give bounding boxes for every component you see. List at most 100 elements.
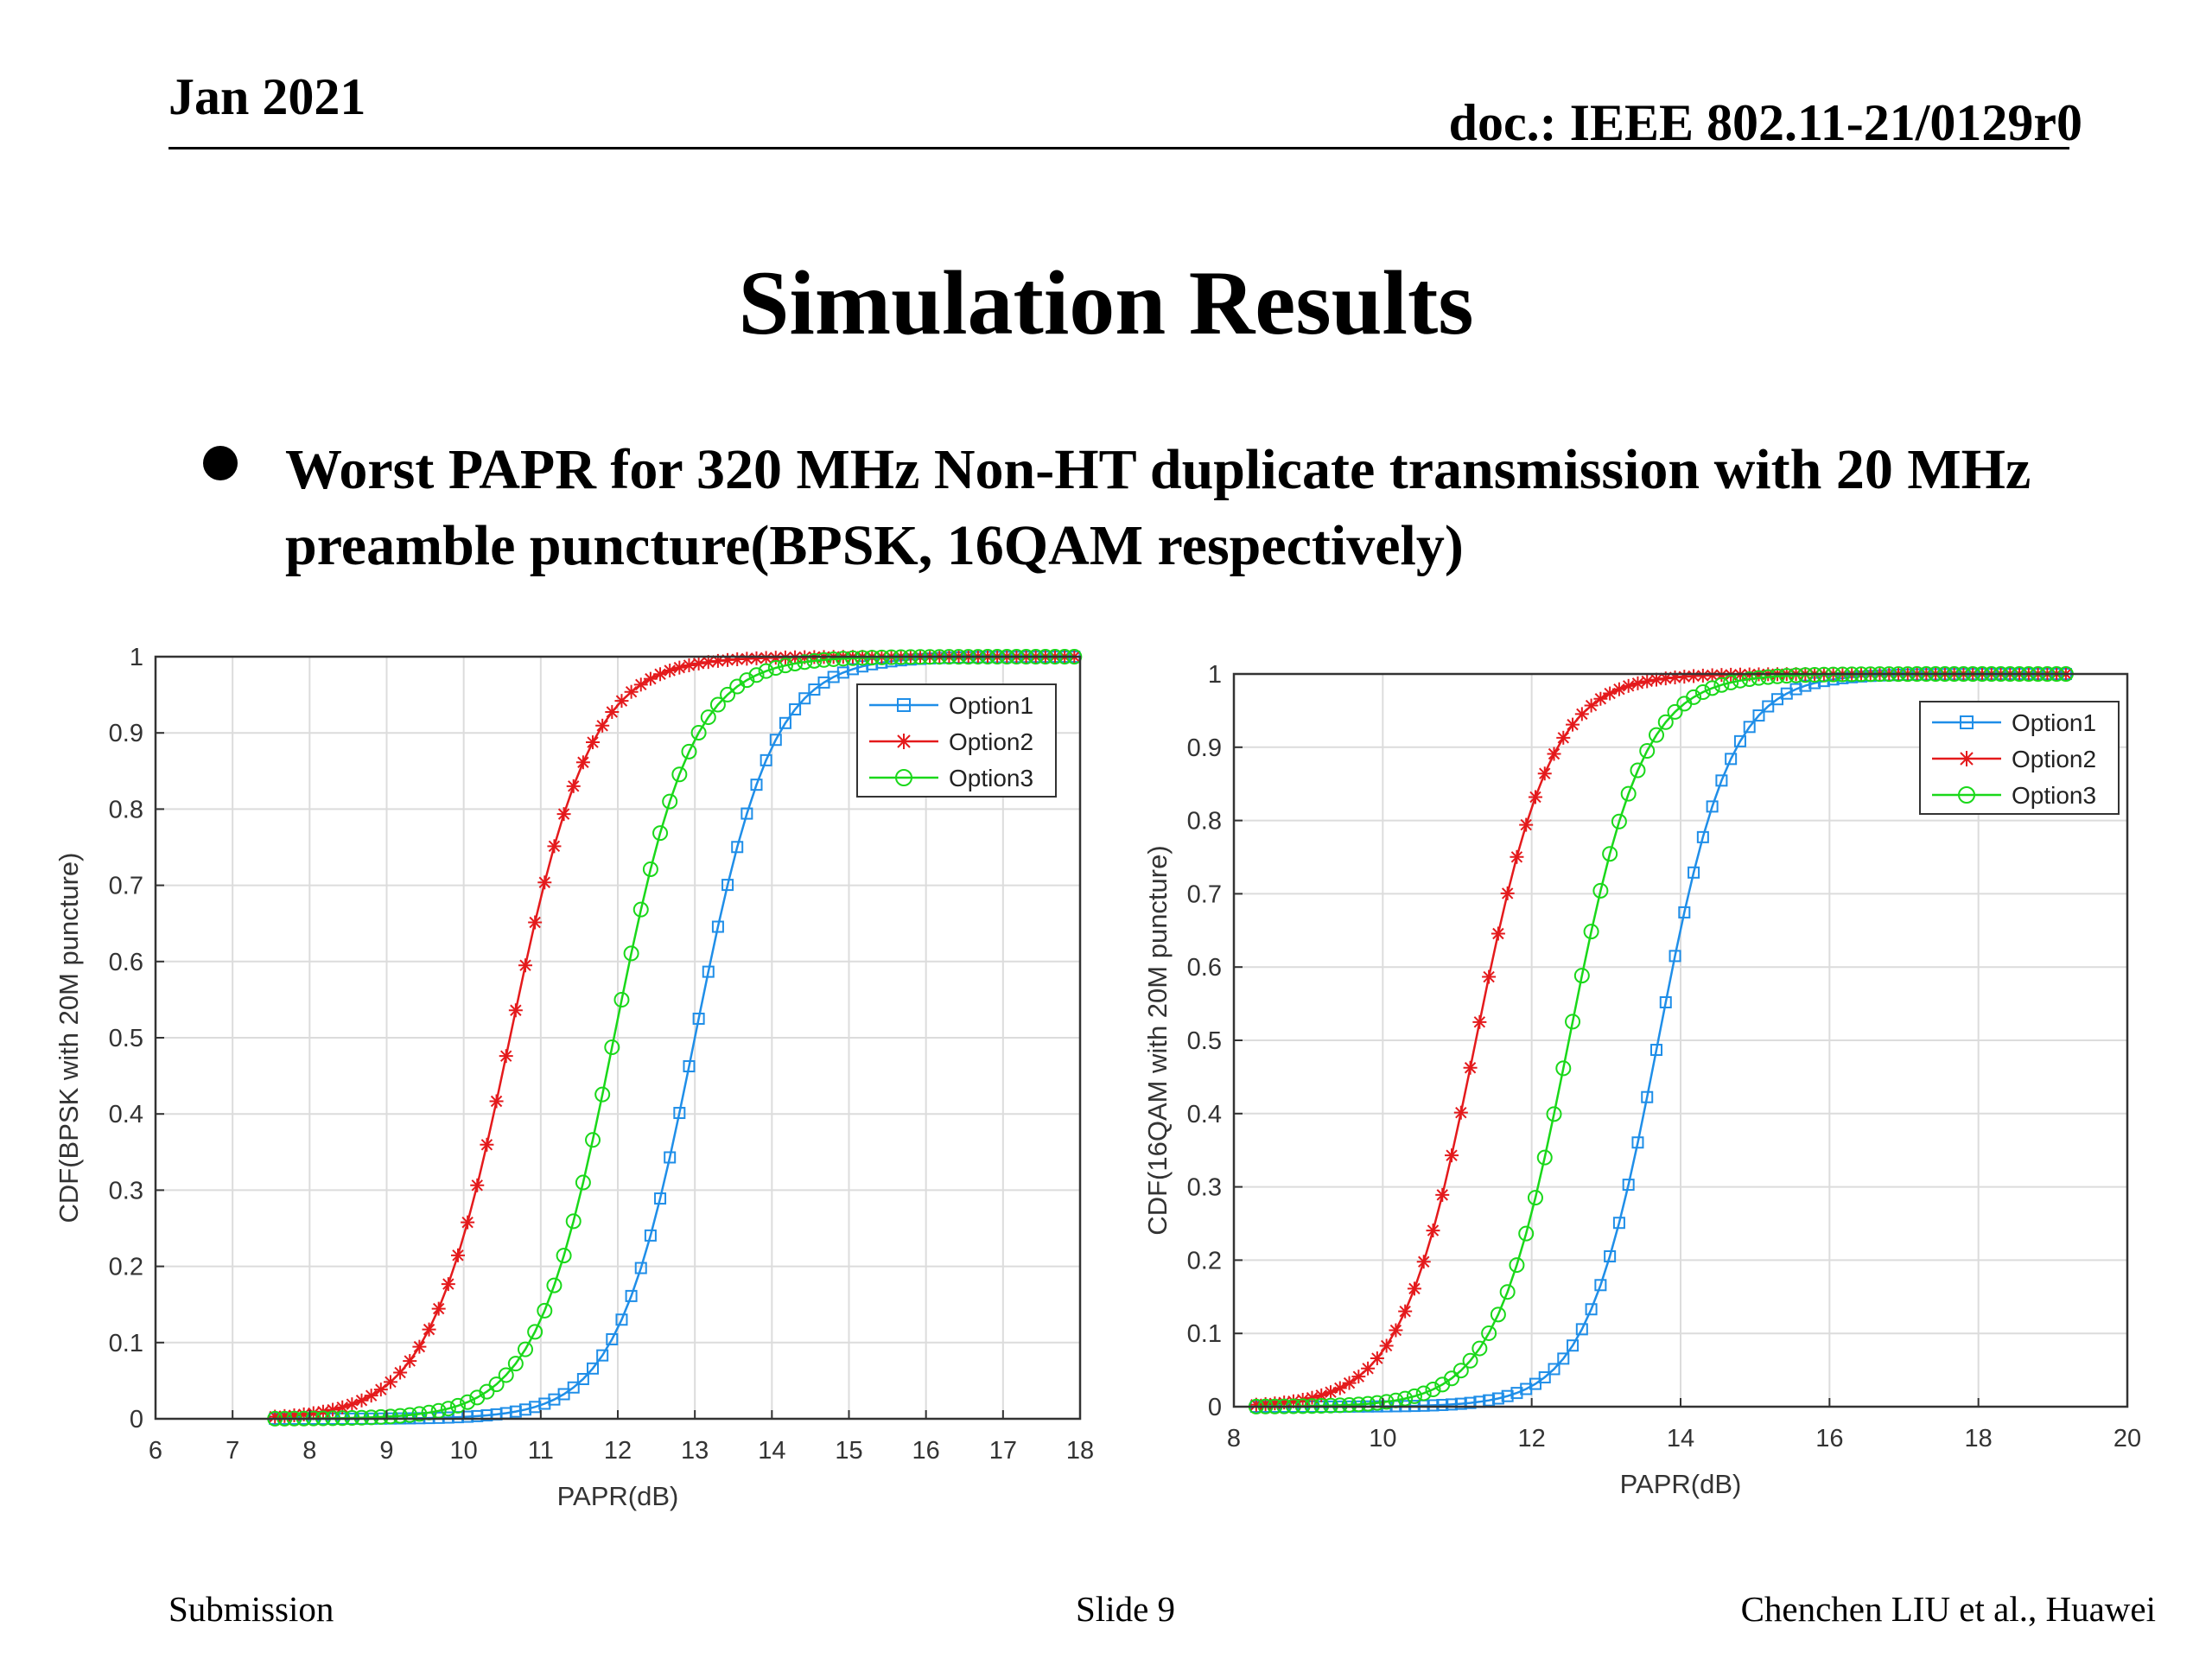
y-tick-label: 1 bbox=[130, 644, 143, 671]
data-point bbox=[1659, 995, 1672, 1008]
data-point bbox=[1751, 670, 1767, 686]
data-point bbox=[470, 1178, 485, 1192]
marker-stroke bbox=[1455, 1106, 1467, 1119]
footer-author: Chenchen LIU et al., Huawei bbox=[1740, 1589, 2156, 1629]
data-point bbox=[1657, 714, 1674, 730]
data-point bbox=[844, 650, 861, 666]
legend-marker bbox=[1960, 715, 1974, 729]
y-tick-label: 0.2 bbox=[109, 1254, 143, 1281]
marker-stroke bbox=[1501, 887, 1514, 899]
data-point bbox=[1537, 766, 1552, 781]
legend-item-option2: Option2 bbox=[869, 728, 1033, 755]
data-point bbox=[1649, 672, 1663, 687]
data-point bbox=[547, 839, 562, 854]
data-point bbox=[1360, 1395, 1376, 1412]
data-point bbox=[1669, 950, 1681, 963]
y-tick-label: 0.9 bbox=[109, 720, 143, 747]
y-tick-label: 0.5 bbox=[1187, 1027, 1222, 1055]
data-point bbox=[1592, 882, 1609, 899]
data-point bbox=[576, 1373, 589, 1386]
marker-stroke bbox=[897, 734, 911, 748]
legend-label: Option1 bbox=[949, 692, 1033, 719]
data-point bbox=[566, 779, 581, 793]
data-point bbox=[1770, 668, 1786, 684]
legend-marker bbox=[897, 698, 911, 712]
data-point bbox=[1641, 1090, 1654, 1103]
data-point bbox=[1667, 703, 1683, 720]
marker-stroke bbox=[355, 1395, 368, 1407]
marker-stroke bbox=[1641, 675, 1653, 688]
data-point bbox=[537, 1302, 553, 1319]
data-point bbox=[1621, 678, 1636, 693]
footer-slide-number: Slide 9 bbox=[1076, 1589, 1176, 1629]
data-point bbox=[382, 1408, 398, 1425]
data-point bbox=[383, 1375, 397, 1389]
data-point bbox=[403, 1354, 417, 1369]
data-point bbox=[825, 651, 842, 667]
data-point bbox=[643, 671, 658, 686]
y-tick-label: 0.2 bbox=[1187, 1247, 1222, 1274]
x-tick-label: 7 bbox=[226, 1437, 239, 1465]
x-tick-label: 16 bbox=[912, 1437, 940, 1465]
data-point bbox=[749, 651, 764, 665]
legend-item-option3: Option3 bbox=[1932, 782, 2096, 809]
data-point bbox=[1565, 1014, 1581, 1030]
data-point bbox=[1575, 1323, 1588, 1336]
data-point bbox=[1639, 743, 1656, 760]
marker-stroke bbox=[1594, 693, 1607, 705]
data-point bbox=[1444, 1370, 1460, 1387]
marker-stroke bbox=[519, 959, 531, 971]
data-point bbox=[499, 1049, 513, 1064]
marker-stroke bbox=[423, 1323, 435, 1336]
data-point bbox=[664, 1151, 677, 1164]
marker-stroke bbox=[394, 1366, 406, 1379]
marker-stroke bbox=[615, 695, 628, 707]
data-point bbox=[769, 734, 782, 747]
data-point bbox=[1555, 1060, 1572, 1077]
marker-stroke bbox=[557, 808, 570, 820]
data-point bbox=[450, 1248, 465, 1262]
data-point bbox=[537, 875, 552, 890]
marker-stroke bbox=[538, 876, 550, 888]
y-tick-label: 1 bbox=[1208, 661, 1222, 689]
data-point bbox=[1529, 1377, 1541, 1390]
data-point bbox=[1463, 1060, 1478, 1075]
data-point bbox=[372, 1408, 389, 1425]
x-tick-label: 16 bbox=[1815, 1425, 1843, 1452]
data-point bbox=[449, 1397, 466, 1414]
data-point bbox=[760, 753, 772, 766]
x-tick-label: 14 bbox=[758, 1437, 785, 1465]
x-tick-label: 20 bbox=[2113, 1425, 2141, 1452]
data-point bbox=[632, 901, 649, 918]
marker-stroke bbox=[1473, 1016, 1486, 1028]
data-point bbox=[1427, 1399, 1440, 1412]
slide-title: Simulation Results bbox=[738, 252, 1474, 353]
data-point bbox=[1389, 1323, 1403, 1338]
data-point bbox=[721, 879, 734, 892]
data-point bbox=[412, 1339, 427, 1354]
data-point bbox=[731, 841, 744, 854]
marker-stroke bbox=[471, 1179, 483, 1192]
y-tick-label: 0.3 bbox=[1187, 1174, 1222, 1202]
data-point bbox=[1648, 727, 1664, 743]
x-tick-label: 17 bbox=[989, 1437, 1017, 1465]
data-point bbox=[1649, 1044, 1662, 1057]
data-point bbox=[1499, 1284, 1516, 1300]
data-point bbox=[546, 1277, 563, 1294]
data-point bbox=[440, 1401, 456, 1417]
data-point bbox=[1462, 1352, 1478, 1369]
data-point bbox=[709, 696, 726, 713]
data-point bbox=[1723, 674, 1739, 690]
data-point bbox=[1342, 1376, 1357, 1390]
x-axis-label: PAPR(dB) bbox=[557, 1481, 679, 1511]
marker-stroke bbox=[404, 1355, 416, 1367]
data-point bbox=[1436, 1398, 1449, 1411]
marker-stroke bbox=[375, 1383, 387, 1395]
y-tick-label: 0.6 bbox=[109, 949, 143, 976]
marker-stroke bbox=[741, 652, 753, 665]
data-point bbox=[557, 1388, 570, 1401]
data-point bbox=[816, 652, 832, 668]
y-tick-label: 0.5 bbox=[109, 1025, 143, 1052]
data-point bbox=[1471, 1340, 1488, 1357]
data-point bbox=[1557, 1352, 1570, 1365]
